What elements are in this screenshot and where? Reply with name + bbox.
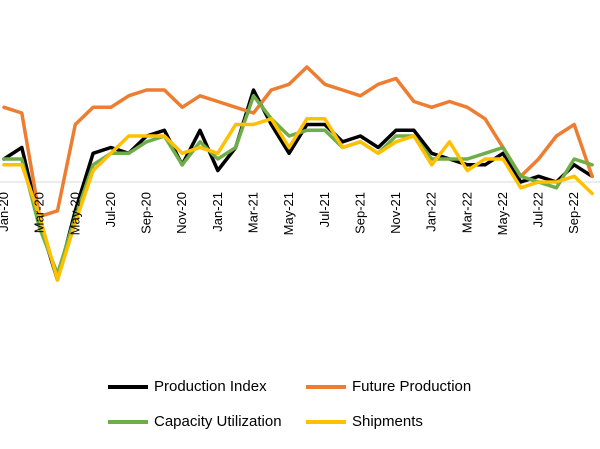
x-tick-label: Mar-20 (32, 192, 47, 233)
legend-item-2: Capacity Utilization (108, 413, 282, 430)
legend-label-3: Shipments (352, 413, 423, 430)
series-line-future-production (2, 65, 594, 219)
series-line-production-index (2, 88, 594, 282)
legend-swatch-1 (306, 384, 346, 389)
x-tick-label: Jan-22 (424, 192, 439, 232)
x-tick-label: May-20 (67, 192, 82, 235)
x-tick-label: Mar-22 (459, 192, 474, 233)
legend-label-2: Capacity Utilization (154, 413, 282, 430)
legend-swatch-0 (108, 384, 148, 389)
line-chart: Jan-20 Mar-20 May-20 Jul-20 Sep-20 Nov-20 Jan-… (0, 65, 600, 282)
legend-item-1: Future Production (306, 378, 471, 395)
x-tick-label: Mar-21 (246, 192, 261, 233)
x-tick-label: Sep-20 (139, 192, 154, 234)
series-line-capacity-utilization (2, 94, 594, 276)
legend-item-3: Shipments (306, 413, 423, 430)
x-tick-label: May-21 (281, 192, 296, 235)
x-tick-label: Sep-21 (352, 192, 367, 234)
legend-label-1: Future Production (352, 378, 472, 395)
x-tick-label: Sep-22 (566, 192, 581, 234)
x-tick-label: May-22 (495, 192, 510, 235)
x-tick-label: Jul-21 (317, 192, 332, 227)
legend-label-0: Production Index (154, 378, 267, 395)
legend-swatch-3 (306, 419, 346, 424)
x-tick-label: Nov-21 (388, 192, 403, 234)
x-tick-label: Jul-20 (103, 192, 118, 227)
x-tick-label: Nov-20 (174, 192, 189, 234)
x-tick-label: Jan-20 (0, 192, 11, 232)
series-line-shipments (2, 117, 594, 282)
chart-legend: Production Index Future Production Capac… (0, 370, 600, 440)
x-tick-label: Jul-22 (531, 192, 546, 227)
legend-item-0: Production Index (108, 378, 267, 395)
x-tick-label: Jan-21 (210, 192, 225, 232)
legend-swatch-2 (108, 419, 148, 424)
